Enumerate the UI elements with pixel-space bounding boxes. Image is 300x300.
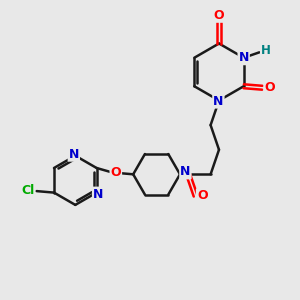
Text: N: N xyxy=(213,94,224,108)
Text: N: N xyxy=(238,51,249,64)
Text: O: O xyxy=(265,81,275,94)
Text: N: N xyxy=(69,148,79,161)
Text: N: N xyxy=(93,188,103,201)
Text: N: N xyxy=(180,165,190,178)
Text: O: O xyxy=(197,189,208,203)
Text: H: H xyxy=(261,44,271,57)
Text: O: O xyxy=(110,166,121,179)
Text: Cl: Cl xyxy=(21,184,34,197)
Text: O: O xyxy=(214,9,224,22)
